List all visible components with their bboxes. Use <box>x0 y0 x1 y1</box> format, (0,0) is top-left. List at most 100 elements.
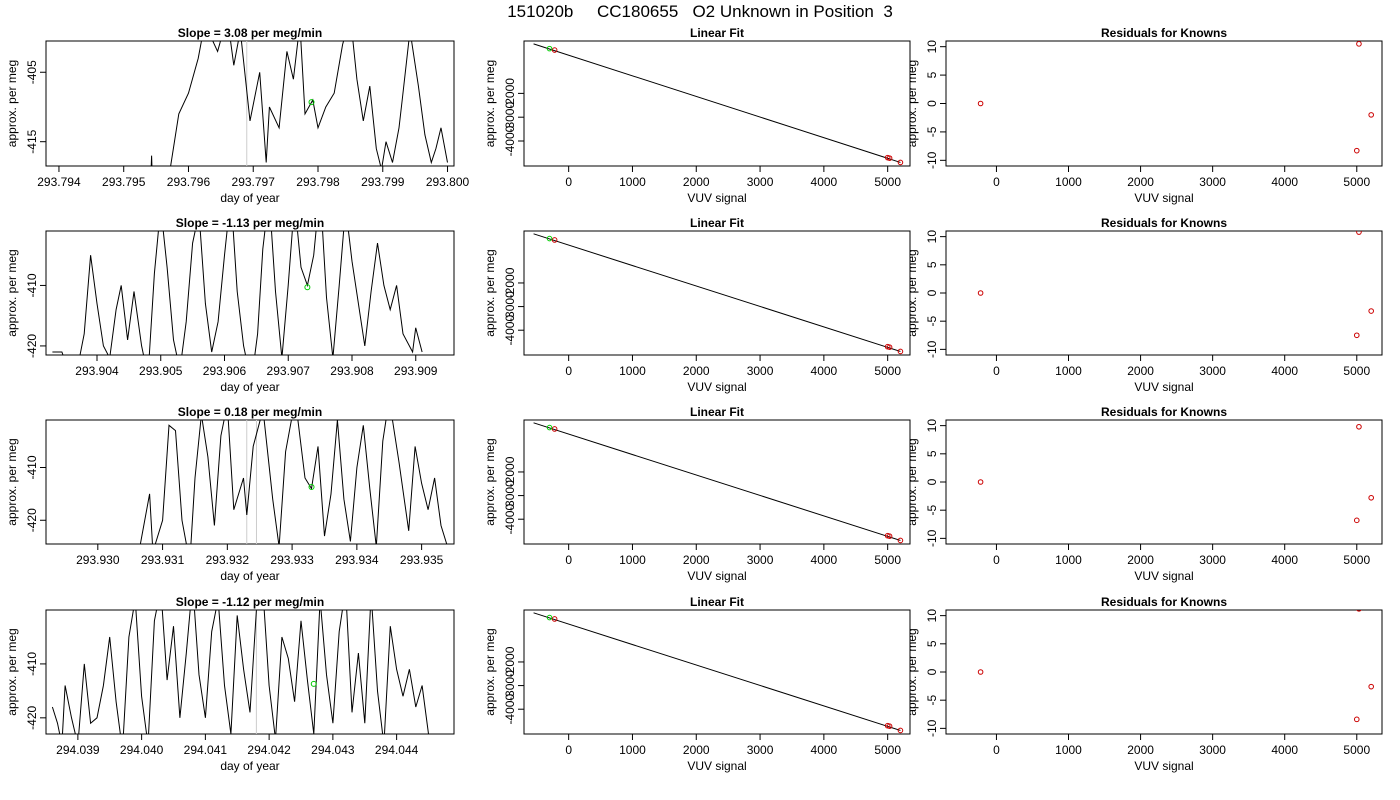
y-tick-label: -10 <box>925 151 939 169</box>
x-axis-label: VUV signal <box>687 759 746 773</box>
y-tick-label: -3000 <box>503 670 517 701</box>
known-point <box>551 616 558 622</box>
plot-frame <box>45 230 455 356</box>
known-point <box>551 47 558 53</box>
y-tick-label: -410 <box>25 652 39 676</box>
y-tick-label: -10 <box>925 529 939 547</box>
x-tick-label: 3000 <box>1199 553 1226 567</box>
known-point <box>1353 716 1360 723</box>
y-tick-label: 5 <box>925 640 939 647</box>
x-tick-label: 293.934 <box>335 553 379 567</box>
y-tick-label: -2000 <box>503 78 517 109</box>
x-axis-label: VUV signal <box>1134 380 1193 394</box>
x-tick-label: 3000 <box>1199 364 1226 378</box>
x-tick-label: 294.040 <box>120 743 164 757</box>
unknown-point <box>308 99 315 106</box>
known-point <box>886 155 893 161</box>
x-tick-label: 293.795 <box>102 175 146 189</box>
x-axis-label: VUV signal <box>687 380 746 394</box>
x-tick-label: 5000 <box>874 175 901 189</box>
known-point <box>897 159 904 166</box>
y-tick-label: -3000 <box>503 102 517 133</box>
plot-frame <box>523 419 911 545</box>
x-tick-label: 1000 <box>1055 743 1082 757</box>
x-tick-label: 5000 <box>874 553 901 567</box>
x-tick-label: 293.935 <box>400 553 444 567</box>
known-point <box>1368 494 1374 501</box>
y-axis-label: approx. per meg <box>483 249 497 336</box>
x-tick-label: 0 <box>993 743 1000 757</box>
plot-area <box>533 612 904 734</box>
plot-frame <box>45 419 455 545</box>
y-axis-label: approx. per meg <box>483 60 497 147</box>
y-axis-label: approx. per meg <box>5 438 19 525</box>
chart-panel-1: Slope = 3.08 per meg/min 293.794 293.795 29… <box>5 26 470 205</box>
x-axis-label: VUV signal <box>687 191 746 205</box>
known-point <box>886 533 893 540</box>
known-point <box>1353 332 1360 339</box>
known-point <box>1353 147 1360 154</box>
y-tick-label: 5 <box>925 261 939 268</box>
x-tick-label: 293.799 <box>361 175 405 189</box>
x-tick-label: 293.931 <box>141 553 185 567</box>
plot-area <box>533 43 904 166</box>
chart-title: Slope = -1.12 per meg/min <box>176 595 324 609</box>
unknown-point <box>546 45 553 52</box>
known-point <box>897 348 904 355</box>
x-tick-label: 2000 <box>683 553 710 567</box>
plot-frame <box>523 40 911 167</box>
y-tick-label: -4000 <box>503 504 517 535</box>
x-tick-label: 0 <box>993 364 1000 378</box>
known-point <box>886 344 893 351</box>
chart-title: Residuals for Knowns <box>1101 26 1227 40</box>
y-tick-label: 5 <box>925 450 939 457</box>
y-tick-label: -3000 <box>503 291 517 322</box>
plot-frame <box>945 40 1383 167</box>
x-tick-label: 293.905 <box>139 364 183 378</box>
y-tick-label: -5 <box>925 126 939 137</box>
x-tick-label: 5000 <box>874 364 901 378</box>
y-tick-label: 10 <box>925 609 939 623</box>
x-tick-label: 3000 <box>747 175 774 189</box>
unknown-point <box>310 680 317 687</box>
x-tick-label: 293.908 <box>330 364 374 378</box>
known-point <box>551 426 558 432</box>
y-tick-label: 10 <box>925 419 939 433</box>
chart-title: Residuals for Knowns <box>1101 216 1227 230</box>
y-tick-label: -420 <box>25 334 39 358</box>
x-tick-label: 1000 <box>1055 175 1082 189</box>
y-tick-label: -4000 <box>503 694 517 725</box>
plot-area <box>977 423 1374 524</box>
x-tick-label: 293.794 <box>37 175 81 189</box>
unknown-point <box>546 235 553 242</box>
plot-area <box>52 231 423 355</box>
x-tick-label: 2000 <box>1127 553 1154 567</box>
unknown-point <box>546 614 553 621</box>
x-axis-label: day of year <box>220 759 279 773</box>
x-axis-label: day of year <box>220 191 279 205</box>
x-tick-label: 293.904 <box>75 364 119 378</box>
plot-frame <box>45 40 455 167</box>
y-tick-label: -410 <box>25 273 39 297</box>
y-tick-label: -2000 <box>503 456 517 487</box>
plot-area <box>977 41 1374 154</box>
known-point <box>897 727 904 734</box>
x-tick-label: 293.933 <box>270 553 314 567</box>
series-line <box>51 610 429 734</box>
chart-title: Residuals for Knowns <box>1101 595 1227 609</box>
unknown-point <box>308 484 315 491</box>
y-tick-label: -415 <box>25 129 39 153</box>
plot-area <box>150 41 448 166</box>
plot-frame <box>523 230 911 356</box>
y-axis-label: approx. per meg <box>905 628 919 715</box>
y-tick-label: -3000 <box>503 480 517 511</box>
plot-frame <box>945 419 1383 545</box>
known-point <box>977 290 984 296</box>
y-tick-label: 0 <box>925 668 939 675</box>
known-point <box>897 537 904 544</box>
y-axis-label: approx. per meg <box>483 628 497 715</box>
known-point <box>1368 112 1374 118</box>
x-tick-label: 4000 <box>811 553 838 567</box>
y-tick-label: -420 <box>25 705 39 729</box>
